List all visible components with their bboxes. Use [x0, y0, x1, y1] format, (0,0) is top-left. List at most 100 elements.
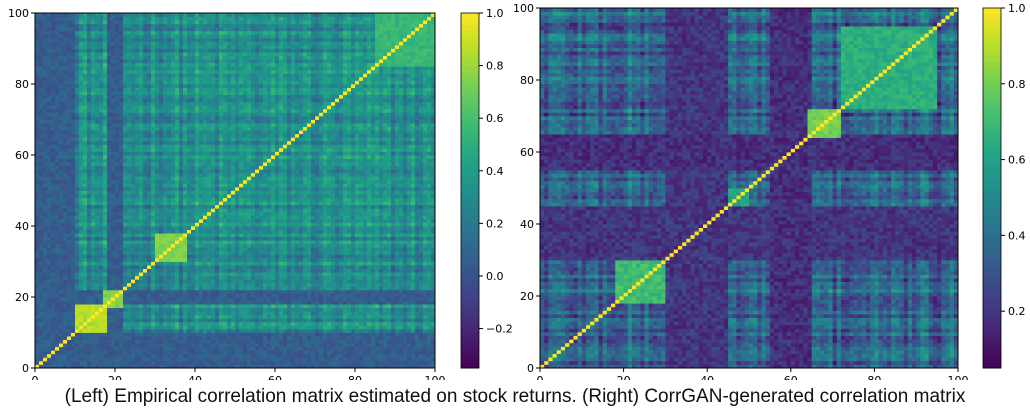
heatmap-cell	[203, 350, 208, 355]
heatmap-cell	[143, 233, 148, 238]
heatmap-cell	[307, 364, 312, 369]
heatmap-cell	[411, 190, 416, 195]
heatmap-cell	[331, 339, 336, 344]
heatmap-cell	[203, 243, 208, 248]
heatmap-cell	[215, 289, 220, 294]
heatmap-cell	[415, 272, 420, 277]
heatmap-cell	[423, 353, 428, 358]
heatmap-cell	[51, 353, 56, 358]
heatmap-cell	[307, 222, 312, 227]
heatmap-cell	[183, 194, 188, 198]
heatmap-cell	[315, 197, 320, 202]
heatmap-cell	[91, 300, 96, 305]
heatmap-cell	[195, 318, 200, 323]
heatmap-cell	[63, 346, 68, 351]
heatmap-cell	[155, 339, 160, 344]
heatmap-cell	[347, 254, 352, 259]
heatmap-cell	[327, 236, 332, 241]
heatmap-cell	[323, 201, 328, 206]
heatmap-cell	[287, 254, 292, 259]
heatmap-cell	[351, 236, 356, 241]
heatmap-cell	[199, 357, 204, 362]
heatmap-cell	[175, 336, 180, 340]
heatmap-cell	[211, 218, 216, 223]
heatmap-cell	[419, 211, 424, 216]
heatmap-cell	[391, 311, 396, 316]
heatmap-cell	[115, 336, 120, 340]
heatmap-cell	[99, 314, 104, 319]
heatmap-cell	[343, 226, 348, 230]
heatmap-cell	[83, 346, 88, 351]
heatmap-cell	[203, 218, 208, 223]
heatmap-cell	[375, 247, 380, 252]
heatmap-cell	[175, 350, 180, 355]
heatmap-cell	[195, 343, 200, 348]
heatmap-cell	[431, 289, 436, 294]
heatmap-cell	[367, 229, 372, 234]
heatmap-cell	[279, 328, 284, 333]
heatmap-cell	[171, 194, 176, 198]
heatmap-cell	[299, 229, 304, 234]
heatmap-cell	[119, 194, 124, 198]
heatmap-cell	[215, 254, 220, 259]
heatmap-cell	[75, 222, 80, 227]
heatmap-cell	[247, 357, 252, 362]
heatmap-cell	[279, 236, 284, 241]
heatmap-cell	[199, 247, 204, 252]
heatmap-cell	[63, 353, 68, 358]
heatmap-cell	[419, 328, 424, 333]
heatmap-cell	[315, 332, 320, 337]
heatmap-cell	[219, 215, 224, 220]
heatmap-cell	[351, 300, 356, 305]
heatmap-cell	[195, 265, 200, 269]
heatmap-cell	[383, 325, 388, 330]
heatmap-cell	[127, 247, 132, 252]
heatmap-cell	[171, 311, 176, 316]
heatmap-cell	[43, 350, 48, 355]
heatmap-cell	[231, 247, 236, 252]
heatmap-cell	[107, 357, 112, 362]
heatmap-cell	[103, 211, 108, 216]
heatmap-cell	[39, 243, 44, 248]
heatmap-cell	[63, 350, 68, 355]
heatmap-cell	[143, 211, 148, 216]
heatmap-cell	[147, 325, 152, 330]
heatmap-cell	[427, 289, 432, 294]
heatmap-cell	[283, 307, 288, 312]
heatmap-cell	[55, 304, 60, 309]
heatmap-cell	[103, 194, 108, 198]
heatmap-cell	[359, 243, 364, 248]
heatmap-cell	[71, 336, 76, 340]
heatmap-cell	[383, 218, 388, 223]
heatmap-cell	[299, 300, 304, 305]
heatmap-cell	[83, 321, 88, 326]
heatmap-cell	[419, 254, 424, 259]
heatmap-cell	[183, 229, 188, 234]
heatmap-cell	[211, 293, 216, 298]
heatmap-cell	[71, 293, 76, 298]
heatmap-cell	[79, 222, 84, 227]
heatmap-cell	[343, 190, 348, 195]
heatmap-cell	[419, 339, 424, 344]
heatmap-cell	[367, 250, 372, 255]
heatmap-cell	[55, 321, 60, 326]
heatmap-cell	[235, 226, 240, 230]
heatmap-cell	[231, 243, 236, 248]
heatmap-cell	[79, 194, 84, 198]
heatmap-cell	[35, 226, 40, 230]
heatmap-cell	[87, 250, 92, 255]
heatmap-cell	[63, 318, 68, 323]
heatmap-cell	[87, 222, 92, 227]
heatmap-cell	[79, 325, 84, 330]
heatmap-cell	[111, 201, 116, 206]
heatmap-cell	[423, 222, 428, 227]
heatmap-cell	[115, 328, 120, 333]
heatmap-cell	[411, 243, 416, 248]
heatmap-cell	[375, 236, 380, 241]
heatmap-cell	[431, 254, 436, 259]
heatmap-cell	[179, 236, 184, 241]
heatmap-cell	[295, 332, 300, 337]
heatmap-cell	[55, 250, 60, 255]
heatmap-cell	[235, 304, 240, 309]
heatmap-cell	[191, 343, 196, 348]
